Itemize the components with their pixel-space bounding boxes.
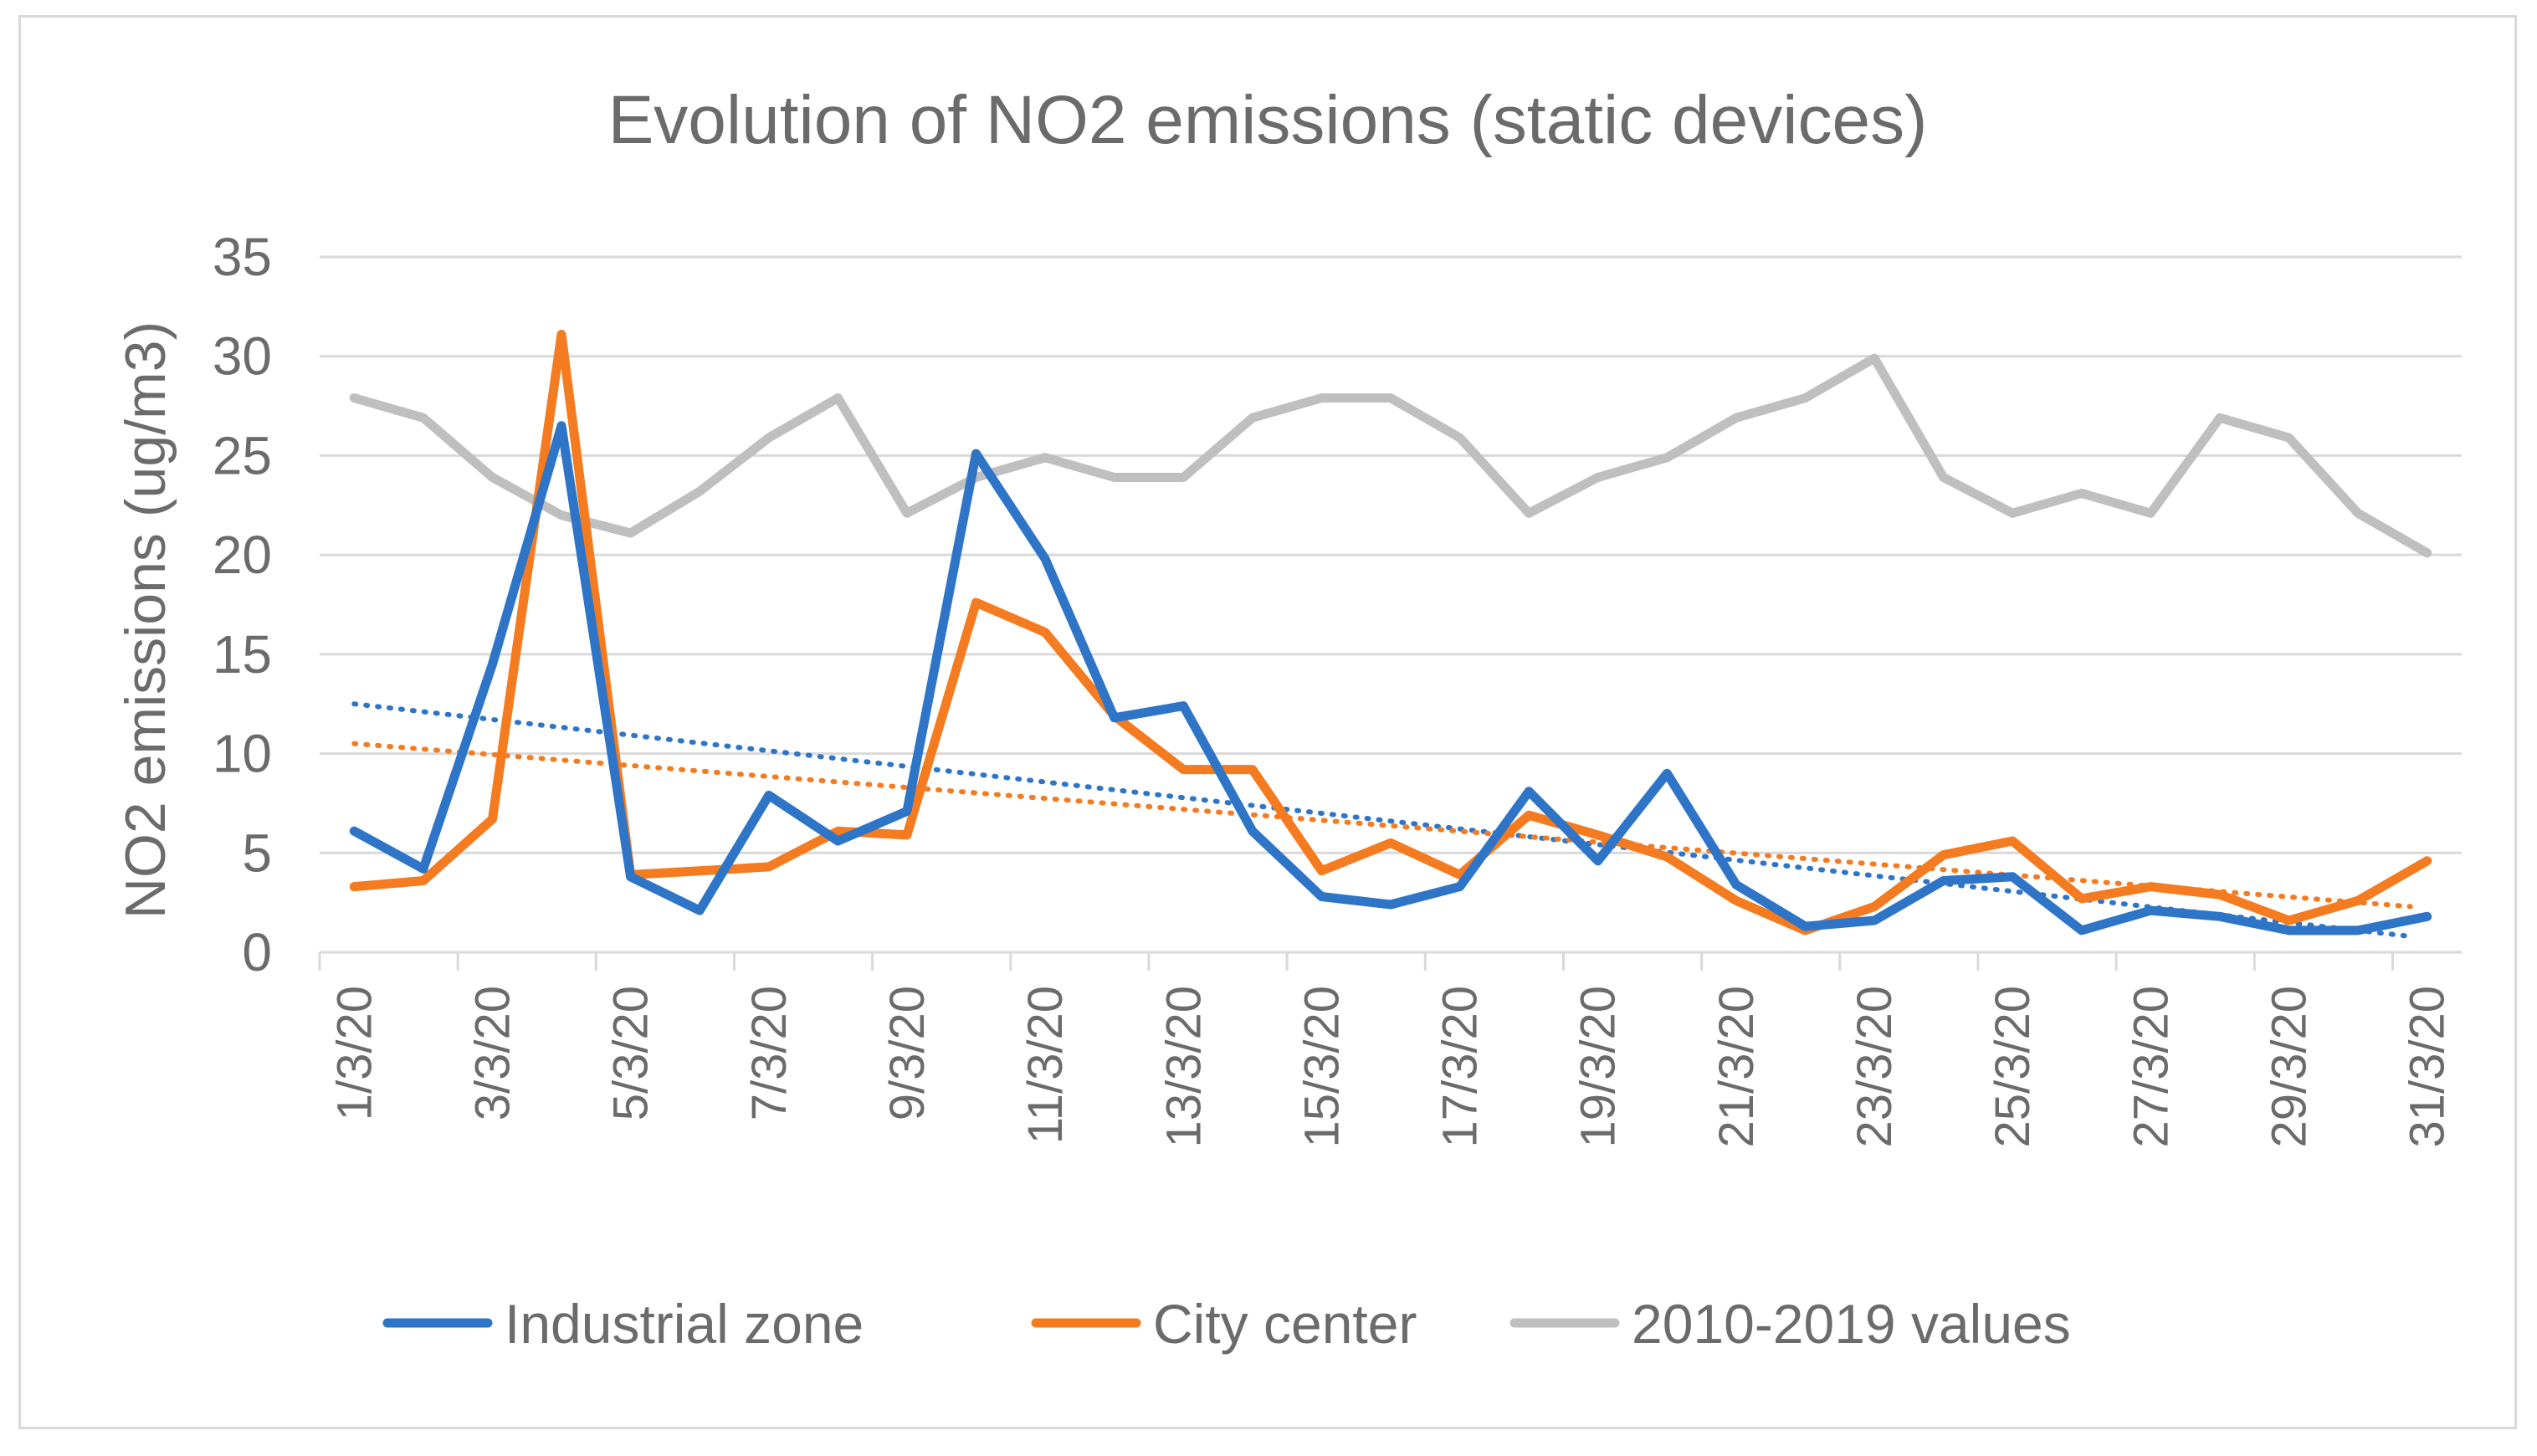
x-tick-label: 17/3/20 (1433, 986, 1488, 1148)
gridlines (320, 255, 2462, 854)
series-line-city-center (349, 330, 2432, 936)
y-tick-label: 10 (213, 724, 272, 784)
line-chart: Evolution of NO2 emissions (static devic… (114, 82, 2462, 1355)
chart-title: Evolution of NO2 emissions (static devic… (608, 82, 1928, 158)
x-tick-label: 13/3/20 (1156, 986, 1211, 1148)
legend-label: Industrial zone (505, 1293, 864, 1355)
x-axis-ticks: 1/3/20 3/3/20 5/3/20 7/3/20 9/3/20 11/3/20 13/… (327, 986, 2454, 1148)
legend: Industrial zone City center 2010-2019 valu… (382, 1293, 2071, 1355)
x-tick-label: 27/3/20 (2124, 986, 2178, 1148)
x-tick-label: 7/3/20 (742, 986, 797, 1120)
legend-label: 2010-2019 values (1632, 1293, 2071, 1355)
x-tick-label: 15/3/20 (1294, 986, 1349, 1148)
y-axis-ticks: 0 5 10 15 20 25 30 35 (213, 227, 272, 982)
x-tick-label: 1/3/20 (327, 986, 382, 1120)
y-axis-label: NO2 emissions (ug/m3) (114, 321, 177, 919)
x-tick-label: 31/3/20 (2401, 986, 2455, 1148)
series-lines (349, 330, 2432, 936)
y-tick-label: 25 (213, 425, 272, 485)
x-tick-label: 11/3/20 (1018, 986, 1073, 1144)
y-tick-label: 20 (213, 525, 272, 585)
series-line-2010-2019-values (349, 353, 2432, 558)
x-tick-label: 29/3/20 (2263, 986, 2317, 1148)
x-tick-label: 9/3/20 (880, 986, 935, 1120)
chart-frame: Evolution of NO2 emissions (static devic… (18, 15, 2517, 1429)
trendlines (351, 701, 2413, 940)
y-tick-label: 0 (242, 922, 272, 982)
y-tick-label: 5 (242, 823, 272, 883)
x-tick-label: 21/3/20 (1709, 986, 1764, 1148)
x-tick-label: 23/3/20 (1848, 986, 1902, 1148)
legend-label: City center (1153, 1293, 1417, 1355)
trendline-city-center (351, 741, 2413, 910)
x-tick-label: 3/3/20 (465, 986, 520, 1120)
x-tick-label: 19/3/20 (1571, 986, 1626, 1148)
trendline-industrial-zone (351, 701, 2413, 940)
x-tick-label: 25/3/20 (1986, 986, 2040, 1148)
y-tick-label: 15 (213, 624, 272, 684)
y-tick-label: 35 (213, 227, 272, 287)
series-line-industrial-zone (349, 421, 2432, 936)
x-axis (318, 951, 2462, 971)
y-tick-label: 30 (213, 326, 272, 387)
x-tick-label: 5/3/20 (604, 986, 659, 1120)
